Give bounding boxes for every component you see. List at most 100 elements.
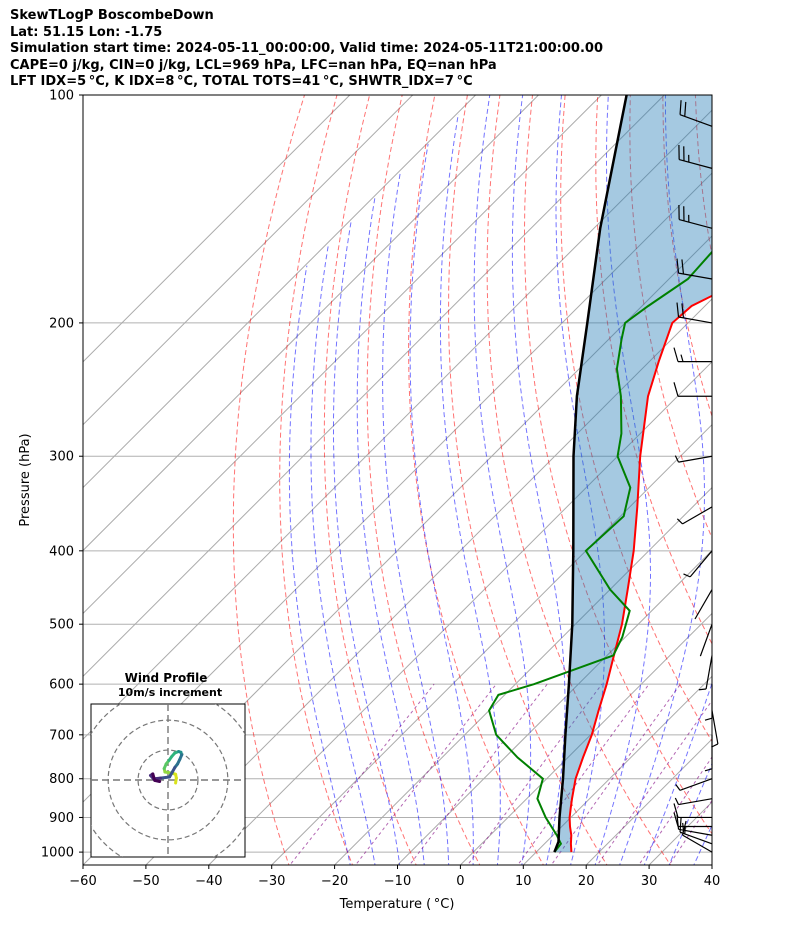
dry-adiabat xyxy=(728,95,794,868)
wind-barb-staff xyxy=(694,589,713,620)
inset-plot xyxy=(91,704,245,857)
wind-barb-half xyxy=(698,688,707,691)
mixing-ratio-line xyxy=(517,683,650,865)
wind-barb-staff xyxy=(699,623,713,657)
x-tick-label: −30 xyxy=(258,874,285,889)
moist-adiabat xyxy=(288,265,351,865)
time-line: Simulation start time: 2024-05-11_00:00:… xyxy=(10,41,603,57)
parcel-line xyxy=(553,95,628,853)
isotherm-line xyxy=(83,95,539,552)
y-tick-label: 600 xyxy=(49,678,74,693)
wind-barb-flag xyxy=(673,812,679,827)
moist-adiabat xyxy=(409,143,474,865)
inset-title: Wind Profile xyxy=(125,671,208,685)
moist-adiabat xyxy=(555,95,605,865)
wind-barb-half xyxy=(675,784,681,791)
wind-barb-half xyxy=(711,743,719,748)
temperature-line xyxy=(568,294,712,853)
wind-barb-staff xyxy=(678,316,713,324)
wind-barb-staff xyxy=(679,218,713,229)
wind-barb-staff xyxy=(711,710,719,745)
moist-adiabat-layer xyxy=(288,95,712,865)
moist-adiabat xyxy=(594,95,651,865)
isotherm-line xyxy=(83,95,476,489)
isotherm-line xyxy=(208,361,712,865)
x-tick-label: −10 xyxy=(384,874,411,889)
wind-barb-half xyxy=(674,455,680,463)
dry-adiabat xyxy=(486,95,672,865)
mixing-ratio-layer xyxy=(289,683,712,865)
x-tick-label: 40 xyxy=(704,874,721,889)
dry-adiabat xyxy=(232,95,305,865)
wind-barb-flag xyxy=(673,347,679,362)
y-tick-label: 400 xyxy=(49,544,74,559)
hodograph-segment xyxy=(153,778,162,784)
isotherm-line xyxy=(83,95,351,363)
isotherm-line xyxy=(83,95,414,426)
wind-barb-flag xyxy=(679,100,682,115)
y-tick-label: 800 xyxy=(49,772,74,787)
dry-adiabat xyxy=(761,95,794,868)
mixing-ratio-line xyxy=(596,699,712,865)
wind-barb-flag xyxy=(676,258,680,274)
wind-barb-staff xyxy=(679,778,713,791)
indices-line: CAPE=0 j/kg, CIN=0 j/kg, LCL=969 hPa, LF… xyxy=(10,57,497,73)
isotherm-line xyxy=(83,95,665,678)
y-axis-label: Pressure (hPa) xyxy=(18,433,33,526)
hodograph-segment xyxy=(158,775,172,780)
wind-barb-staff xyxy=(678,828,713,836)
isotherm-line xyxy=(460,612,712,865)
isotherm-line xyxy=(83,95,602,615)
stability-line: LFT IDX=5 °C, K IDX=8 °C, TOTAL TOTS=41 … xyxy=(10,74,473,90)
moist-adiabat xyxy=(668,762,712,865)
wind-barb-flag xyxy=(673,382,679,397)
wind-barb-flag xyxy=(684,101,687,117)
x-tick-label: 10 xyxy=(515,874,532,889)
isotherm-line xyxy=(145,298,712,865)
dry-adiabat xyxy=(366,95,481,865)
moist-adiabat xyxy=(511,95,566,865)
wind-barb-flag xyxy=(681,303,685,318)
location-line: Lat: 51.15 Lon: -1.75 xyxy=(10,24,163,40)
wind-barb-staff xyxy=(678,798,713,806)
mixing-ratio-line xyxy=(354,683,497,865)
y-tick-label: 300 xyxy=(49,450,74,465)
wind-barb-half xyxy=(674,797,680,805)
y-tick-label: 500 xyxy=(49,618,74,633)
moist-adiabat xyxy=(619,95,705,865)
wind-barb-flag xyxy=(673,803,679,818)
wind-barb-staff xyxy=(682,834,713,853)
mixing-ratio-line xyxy=(289,683,435,865)
wind-barb-staff xyxy=(679,158,713,169)
dry-adiabat xyxy=(448,95,608,865)
wind-barb-half xyxy=(683,573,691,578)
isotherm-line xyxy=(271,423,712,865)
x-tick-label: 0 xyxy=(456,874,464,889)
dry-adiabat xyxy=(279,95,354,865)
wind-barb-staff xyxy=(705,655,713,690)
x-tick-label: −40 xyxy=(195,874,222,889)
dry-adiabat xyxy=(408,95,544,865)
wind-barb-staff xyxy=(678,272,713,280)
moist-adiabat xyxy=(643,681,712,865)
wind-barb-staff xyxy=(679,831,713,845)
y-tick-label: 1000 xyxy=(41,846,74,861)
x-tick-label: −20 xyxy=(321,874,348,889)
axes-layer: −60 −50 −40 −30 −20 −10 0 10 20 30 40 1000 900 800 700… xyxy=(41,89,720,890)
moist-adiabat xyxy=(473,95,532,865)
wind-barb-half xyxy=(676,518,683,525)
wind-barb-staff xyxy=(678,455,713,463)
mixing-ratio-line xyxy=(638,756,712,865)
wind-barbs-layer xyxy=(673,100,719,853)
wind-barb-flag xyxy=(681,259,685,275)
x-axis-label: Temperature ( °C) xyxy=(339,897,455,912)
chart-title: SkewTLogP BoscombeDown xyxy=(10,8,214,23)
dry-adiabat xyxy=(662,95,712,418)
dry-adiabat xyxy=(595,95,712,645)
isotherm-line xyxy=(397,549,712,865)
isotherm-line xyxy=(334,486,712,865)
isotherm-line xyxy=(522,675,712,865)
moist-adiabat xyxy=(356,196,425,865)
dry-adiabat xyxy=(523,95,712,835)
